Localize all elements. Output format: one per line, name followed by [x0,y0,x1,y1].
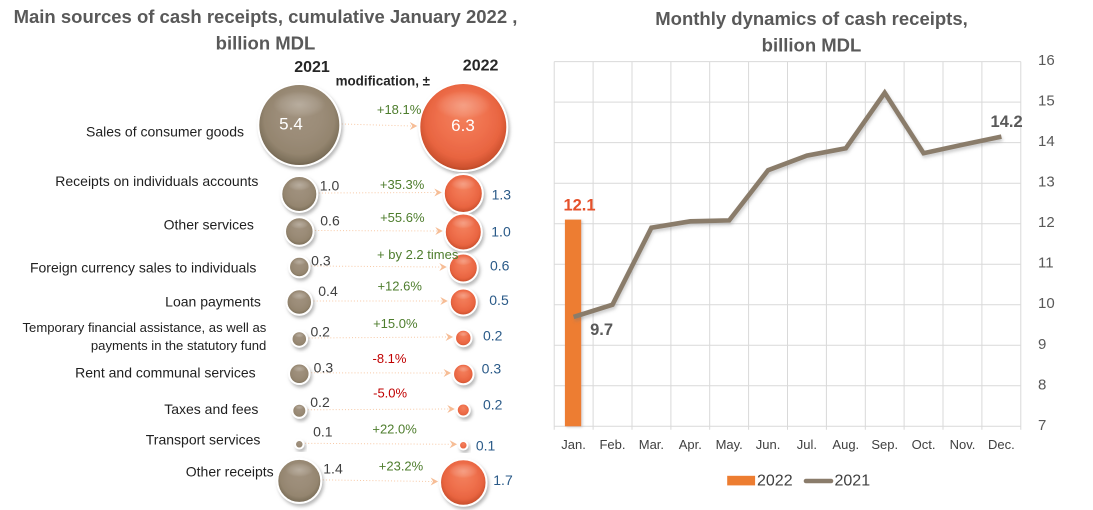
svg-text:+15.0%: +15.0% [373,316,418,331]
svg-text:-5.0%: -5.0% [373,386,407,401]
svg-text:15: 15 [1038,93,1055,110]
svg-text:Jul.: Jul. [797,437,817,452]
svg-text:14.2: 14.2 [991,113,1023,131]
svg-text:Receipts on individuals accoun: Receipts on individuals accounts [55,173,258,189]
svg-text:0.4: 0.4 [318,283,338,299]
svg-text:modification, ±: modification, ± [336,73,431,88]
svg-text:Transport services: Transport services [146,431,261,447]
svg-text:12: 12 [1038,214,1055,231]
svg-text:payments in the statutory fund: payments in the statutory fund [91,338,266,353]
svg-text:Taxes and fees: Taxes and fees [164,401,258,417]
svg-text:Aug.: Aug. [832,437,859,452]
svg-text:2022: 2022 [757,473,793,490]
svg-text:0.2: 0.2 [310,394,330,410]
svg-text:5.4: 5.4 [279,115,303,134]
svg-text:Sales of consumer goods: Sales of consumer goods [86,123,244,139]
svg-text:Apr.: Apr. [679,437,702,452]
svg-text:+35.3%: +35.3% [380,177,425,192]
svg-text:1.4: 1.4 [323,461,343,477]
svg-text:Mar.: Mar. [639,437,664,452]
svg-text:Foreign currency sales to indi: Foreign currency sales to individuals [30,260,256,276]
svg-text:1.3: 1.3 [492,186,512,202]
svg-text:Loan payments: Loan payments [165,294,261,310]
svg-text:Oct.: Oct. [912,437,936,452]
svg-text:Nov.: Nov. [950,437,976,452]
svg-text:9.7: 9.7 [590,321,613,339]
svg-text:+22.0%: +22.0% [372,421,417,436]
svg-text:1.7: 1.7 [493,472,513,488]
svg-text:Temporary financial assistance: Temporary financial assistance, as well … [23,320,267,335]
svg-text:0.2: 0.2 [310,324,330,340]
svg-text:0.1: 0.1 [476,438,496,454]
svg-text:2021: 2021 [294,59,330,76]
svg-text:0.2: 0.2 [483,397,503,413]
svg-text:12.1: 12.1 [563,197,595,215]
svg-text:May.: May. [716,437,743,452]
svg-text:2022: 2022 [463,57,499,74]
svg-text:Jan.: Jan. [561,437,586,452]
svg-text:10: 10 [1038,295,1055,312]
svg-text:7: 7 [1038,417,1046,434]
svg-text:1.0: 1.0 [320,177,340,193]
svg-text:0.3: 0.3 [311,253,331,269]
svg-text:Jun.: Jun. [756,437,781,452]
svg-text:Rent and communal services: Rent and communal services [75,365,256,381]
svg-text:14: 14 [1038,133,1055,150]
svg-text:1.0: 1.0 [491,224,511,240]
svg-text:0.5: 0.5 [489,292,509,308]
svg-text:+55.6%: +55.6% [380,210,425,225]
svg-text:0.6: 0.6 [320,213,340,229]
svg-text:Monthly dynamics of cash recei: Monthly dynamics of cash receipts, [655,8,968,29]
svg-text:billion MDL: billion MDL [762,34,862,55]
svg-text:0.3: 0.3 [482,361,502,377]
svg-text:13: 13 [1038,174,1055,191]
svg-text:Other services: Other services [164,216,254,232]
svg-text:11: 11 [1038,255,1054,272]
svg-text:Sep.: Sep. [871,437,898,452]
svg-text:0.2: 0.2 [483,327,503,343]
svg-text:2021: 2021 [835,473,871,490]
svg-text:6.3: 6.3 [451,116,475,135]
svg-text:8: 8 [1038,376,1046,393]
svg-text:-8.1%: -8.1% [373,351,407,366]
svg-text:Dec.: Dec. [988,437,1015,452]
svg-text:0.1: 0.1 [313,424,333,440]
svg-text:+ by 2.2 times: + by 2.2 times [377,247,459,262]
svg-text:0.3: 0.3 [314,359,334,375]
svg-text:Feb.: Feb. [599,437,625,452]
svg-text:+18.1%: +18.1% [377,102,422,117]
svg-text:9: 9 [1038,336,1046,353]
svg-text:Main sources of cash receipts,: Main sources of cash receipts, cumulativ… [14,6,518,27]
svg-text:16: 16 [1038,52,1055,69]
svg-text:billion MDL: billion MDL [216,33,316,54]
svg-text:0.6: 0.6 [490,257,510,273]
svg-text:Other receipts: Other receipts [186,464,274,480]
svg-text:+23.2%: +23.2% [379,459,424,474]
svg-text:+12.6%: +12.6% [377,278,422,293]
